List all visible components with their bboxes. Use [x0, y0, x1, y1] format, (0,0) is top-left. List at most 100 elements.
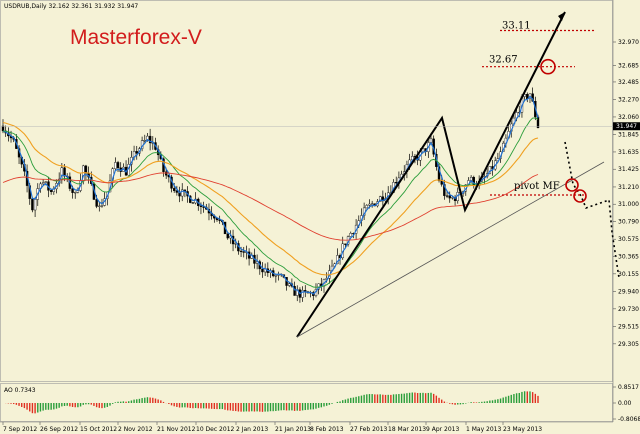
pivot-level-label: pivot MF	[514, 181, 560, 192]
time-tick-label: 1 May 2013	[466, 426, 501, 433]
candle-body	[135, 151, 138, 154]
pivot-circle	[573, 189, 587, 203]
time-tick-label: 9 Apr 2013	[426, 426, 459, 433]
ao-axis-labels: 0.8517 0.00 -0.8068	[613, 384, 640, 423]
price-tick-label: 30.365	[618, 254, 639, 261]
price-tick-label: 30.575	[618, 236, 639, 243]
moving-averages	[2, 95, 539, 295]
current-price-label: 31.947	[616, 123, 637, 130]
time-tick-label: 7 Sep 2012	[3, 426, 37, 433]
candle-body	[98, 205, 101, 207]
candle-body	[116, 162, 120, 169]
candle-body	[100, 205, 104, 207]
candle-body	[293, 286, 296, 296]
time-tick-label: 26 Sep 2012	[40, 426, 78, 433]
time-tick-label: 10 Dec 2012	[196, 426, 235, 433]
time-tick-label: 21 Nov 2012	[157, 426, 196, 433]
candle-body	[63, 167, 66, 177]
candle-body	[226, 233, 229, 239]
time-tick-label: 18 Mar 2013	[388, 426, 426, 433]
candle-body	[378, 196, 382, 202]
price-tick-label: 31.425	[618, 166, 639, 173]
candle-body	[49, 190, 53, 192]
candle-body	[448, 195, 451, 199]
price-tick-label: 31.000	[618, 201, 639, 208]
ma-slow-line	[2, 121, 539, 276]
price-tick-label: 32.270	[618, 97, 639, 104]
target-level-label: 33.11	[502, 20, 531, 31]
ao-tick-label: 0.00	[618, 400, 632, 407]
time-tick-label: 15 Oct 2012	[80, 426, 117, 433]
retest-circle	[565, 178, 579, 192]
candle-body	[114, 162, 117, 169]
ao-tick-label: 0.8517	[618, 384, 639, 391]
price-tick-label: 32.970	[618, 39, 639, 46]
price-tick-label: 29.305	[618, 341, 639, 348]
candle-body	[274, 275, 278, 277]
candle-body	[172, 188, 176, 191]
candle-body	[44, 181, 47, 183]
candle-body	[74, 192, 77, 194]
price-tick-label: 32.485	[618, 79, 639, 86]
level-annotations: 33.11 32.67 pivot MF	[482, 20, 595, 203]
price-tick-label: 29.515	[618, 324, 639, 331]
price-tick-label: 31.210	[618, 184, 639, 191]
price-tick-label: 31.845	[618, 132, 639, 139]
price-tick-label: 29.730	[618, 306, 639, 313]
time-axis-labels: 7 Sep 2012 26 Sep 2012 15 Oct 2012 2 Nov 20…	[2, 422, 542, 433]
candle-body	[164, 171, 168, 176]
candle-body	[451, 197, 454, 199]
candle-body	[95, 199, 98, 207]
zigzag-trend-line	[296, 11, 566, 338]
candle-body	[488, 166, 492, 174]
time-tick-label: 8 Feb 2013	[310, 426, 344, 433]
candle-body	[469, 176, 473, 181]
candle-body	[71, 188, 74, 193]
symbol-title: USDRUB,Daily 32.162 32.361 31.932 31.947	[4, 3, 138, 10]
price-tick-label: 30.155	[618, 271, 639, 278]
candle-body	[191, 202, 195, 204]
current-price-box	[613, 122, 640, 131]
time-tick-label: 2 Jan 2013	[236, 426, 268, 433]
price-axis-labels: 32.970 32.685 32.485 32.270 32.060 31.845 31.6…	[0, 39, 640, 348]
candle-body	[148, 135, 152, 144]
candle-body	[445, 195, 449, 197]
ao-tick-label: -0.8068	[618, 416, 640, 423]
candle-body	[41, 182, 45, 185]
candle-body	[395, 182, 398, 184]
candle-body	[175, 190, 179, 193]
candle-body	[288, 283, 291, 286]
price-tick-label: 30.790	[618, 219, 639, 226]
price-tick-label: 29.940	[618, 289, 639, 296]
candle-body	[143, 140, 146, 142]
main-panel-frame	[0, 0, 613, 382]
time-tick-label: 2 Nov 2012	[118, 426, 153, 433]
support-trend-line	[296, 161, 605, 338]
candle-body	[31, 198, 34, 211]
candle-body	[181, 189, 184, 197]
ao-title: AO 0.7343	[4, 387, 36, 394]
candle-body	[242, 251, 245, 253]
price-tick-label: 32.685	[618, 62, 639, 69]
candle-body	[33, 199, 37, 211]
candle-body	[84, 165, 88, 174]
candle-body	[365, 205, 368, 209]
ma-mid-line	[2, 117, 539, 288]
trend-lines	[296, 11, 620, 338]
candle-body	[368, 203, 371, 206]
price-tick-label: 31.635	[618, 149, 639, 156]
ma-fast-line	[2, 95, 539, 295]
candle-body	[344, 243, 347, 245]
candle-body	[1, 125, 5, 132]
watermark-text: Masterforex-V	[70, 26, 202, 49]
candle-body	[239, 250, 243, 253]
price-tick-label: 32.060	[618, 114, 639, 121]
secondary-level-label: 32.67	[489, 55, 518, 66]
trend-arrow-head	[558, 12, 565, 21]
candle-body	[261, 268, 264, 273]
time-tick-label: 21 Jan 2013	[275, 426, 311, 433]
ma-long-line	[2, 172, 539, 241]
